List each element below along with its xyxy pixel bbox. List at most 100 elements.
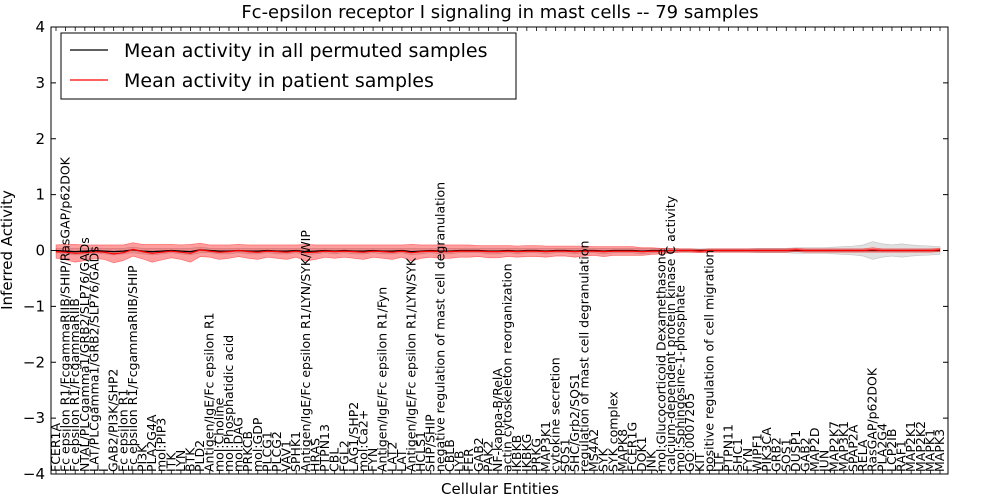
x-tick-label: PIK3CA	[759, 427, 774, 472]
x-tick-label: MAP2D	[807, 428, 822, 472]
x-tick-label: FCER1A	[48, 423, 63, 472]
x-tick-label: SYK complex	[605, 391, 620, 472]
legend-label-permuted: Mean activity in all permuted samples	[124, 40, 487, 62]
x-tick-label: FCER1G	[625, 422, 640, 472]
axes-layer: 4 3 2 1 0 −1 −2 −3 −4	[23, 18, 949, 483]
x-tick-label: FER	[461, 448, 476, 472]
x-tick-label: regulation of mast cell degranulation	[576, 241, 591, 472]
y-tick-label: −1	[23, 297, 45, 315]
legend-frame	[60, 32, 517, 100]
x-tick-label: IKBKG	[519, 434, 534, 472]
x-tick-label: SHP/SHIP	[423, 414, 438, 472]
x-tick-label: CBL	[327, 448, 342, 472]
x-tick-label: HRAS	[307, 438, 322, 472]
x-tick-label: mol:GDP	[250, 417, 265, 472]
x-tick-label: SHC1	[730, 438, 745, 472]
x-tick-label: LAT/PLCgamma1/GRB2/SLP76/GADs	[86, 246, 101, 472]
x-tick-label: GO:0007205	[682, 393, 697, 472]
x-tick-label: SOS1	[778, 438, 793, 472]
x-tick-label: LCP2IB	[884, 429, 899, 472]
x-tick-label: Fc epsilon R1/FcgammaRIIB/SHIP	[125, 265, 140, 472]
x-tick-label: PLD2	[192, 440, 207, 472]
x-tick-label: LAG1/SHP2	[346, 402, 361, 472]
x-tick-label: DUSP1	[788, 430, 803, 472]
x-tick-label: mol:Sphingosine-1-phosphate	[673, 285, 688, 472]
x-tick-label: MS4A2	[586, 429, 601, 472]
x-tick-label: GRB2	[769, 437, 784, 472]
x-tick-label: VAV1	[279, 440, 294, 472]
x-tick-label: JNK	[644, 450, 659, 473]
x-tick-label: actin cytoskeleton reorganization	[500, 263, 515, 472]
x-tick-label: Antigen/IgE/Fc epsilon R1/LYN/SYK/WIP	[298, 230, 313, 472]
x-tick-label: Fc epsilon R1	[115, 389, 130, 472]
x-tick-label: positive regulation of cell migration	[701, 250, 716, 472]
x-tick-label: MAP2K7	[826, 421, 841, 472]
y-tick-label: −2	[23, 353, 45, 371]
x-tick-label: BTK	[183, 447, 198, 472]
x-tick-label: DOK1	[634, 436, 649, 472]
x-tick-label: MAPK1	[922, 429, 937, 472]
x-tick-label: PLA2G4	[874, 423, 889, 472]
x-tick-label: NTAL/PLCgamma1/GRB2/SLP76/GADs	[77, 237, 92, 472]
y-tick-label: 1	[35, 186, 45, 204]
x-tick-label: mol:Choline	[211, 397, 226, 472]
x-tick-label: SPAP2A	[846, 424, 861, 472]
y-tick-label: 3	[35, 74, 45, 92]
x-tick-label: KIT	[692, 452, 707, 472]
x-tick-label: HCLS1	[413, 431, 428, 472]
x-tick-label: GAB2/PI3K/SHP2	[106, 369, 121, 472]
x-tick-label: GAB2	[797, 437, 812, 472]
x-tick-label: JUN	[817, 450, 832, 473]
x-tick-label: PAK2	[480, 441, 495, 472]
x-tick-label: CBLB	[442, 439, 457, 472]
x-tick-label: Fc epsilon R1/FcgammaRIIB	[67, 298, 82, 472]
x-axis-label: Cellular Entities	[441, 480, 559, 498]
x-tick-label: SHC/Grb2/SOS1	[567, 373, 582, 472]
x-tick-label: NF-kappa-B/RelA	[490, 368, 505, 472]
x-tick-label: SYK	[596, 447, 611, 472]
legend-label-patient: Mean activity in patient samples	[124, 70, 434, 92]
x-tick-label: LYN	[173, 450, 188, 472]
x-tick-label: PLCG1	[259, 431, 274, 472]
y-axis-label: Inferred Activity	[0, 190, 16, 310]
legend: Mean activity in all permuted samples Me…	[60, 32, 517, 100]
x-tick-label: MAP2K1	[903, 421, 918, 472]
x-tick-label: mol:Glucocorticoid Dexamethasone	[653, 248, 668, 472]
x-tick-label: RasGAP/p62DOK	[865, 367, 880, 472]
y-tick-label: −4	[23, 465, 45, 483]
x-tick-label: cytokine secretion	[548, 357, 563, 472]
x-tick-label: SPHK1	[288, 431, 303, 472]
x-tick-label: LAT	[394, 449, 409, 472]
chart-title: Fc-epsilon receptor I signaling in mast …	[241, 2, 758, 23]
x-tick-label: mol:Ca2+	[355, 410, 370, 472]
x-tick-label: PLCG2	[269, 431, 284, 472]
x-tick-label: Fc epsilon R1/FcgammaRIIB/SHIP/RasGAP/p6…	[58, 156, 73, 472]
x-tick-label: LTF	[711, 452, 726, 472]
x-tick-label: IKBKB	[509, 435, 524, 472]
y-tick-label: −3	[23, 409, 45, 427]
x-tick-label: PLA2G4A	[144, 414, 159, 472]
x-tick-label: mol:PIP3	[154, 418, 169, 472]
x-tick-label: Antigen/IgE/Fc epsilon R1/Fyn	[375, 287, 390, 472]
x-tick-label: WIPF1	[749, 433, 764, 472]
x-tick-label: RELA	[855, 439, 870, 472]
x-tick-label: Antigen/IgE/Fc epsilon R1/LYN/SYK	[404, 257, 419, 472]
x-tick-label: Antigen/IgE/Fc epsilon R1	[202, 312, 217, 472]
x-tick-label: GAB2	[471, 437, 486, 472]
y-tick-label: 2	[35, 130, 45, 148]
x-tick-label: PTPN13	[317, 424, 332, 472]
x-tick-label: ITK	[163, 452, 178, 472]
y-tick-label: 0	[35, 242, 45, 260]
x-tick-label: MAP3K1	[836, 421, 851, 472]
x-tick-label: RAF1	[894, 440, 909, 472]
x-tick-label: FYN	[740, 448, 755, 472]
y-tick-label: 4	[35, 18, 45, 36]
x-tick-label: MAPK3	[932, 429, 947, 472]
x-tick-label: SOS1	[557, 438, 572, 472]
lines-layer	[55, 248, 941, 255]
x-tick-label: LAT2	[384, 442, 399, 472]
x-tick-label: PRKCB	[240, 431, 255, 472]
x-tick-label: mol:Phosphatidic acid	[221, 335, 236, 472]
x-tick-label: PTPN11	[721, 424, 736, 472]
